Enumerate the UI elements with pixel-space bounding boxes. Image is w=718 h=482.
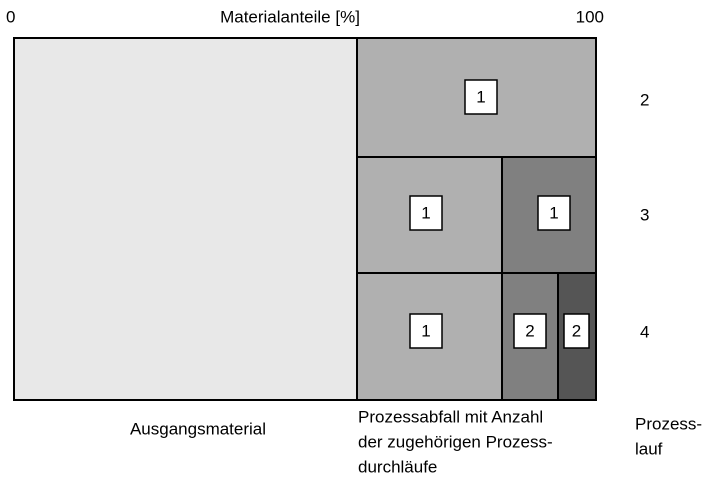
count-label: 1 bbox=[421, 203, 430, 222]
caption: Prozess- bbox=[635, 414, 702, 433]
count-box bbox=[537, 195, 571, 231]
caption: Ausgangsmaterial bbox=[130, 419, 266, 438]
caption: lauf bbox=[635, 439, 663, 458]
row-label: 2 bbox=[640, 90, 649, 109]
count-box bbox=[563, 313, 590, 349]
axis-start: 0 bbox=[6, 7, 15, 26]
caption: Prozessabfall mit Anzahl bbox=[358, 407, 543, 426]
row-label: 3 bbox=[640, 205, 649, 224]
count-label: 1 bbox=[421, 321, 430, 340]
row-label: 4 bbox=[640, 322, 649, 341]
axis-title: Materialanteile [%] bbox=[220, 7, 360, 26]
count-box bbox=[513, 313, 547, 349]
count-label: 1 bbox=[549, 203, 558, 222]
count-box bbox=[409, 195, 443, 231]
base-block bbox=[13, 37, 358, 401]
caption: der zugehörigen Prozess- bbox=[358, 432, 553, 451]
count-label: 2 bbox=[525, 321, 534, 340]
count-box bbox=[464, 79, 498, 115]
count-box bbox=[409, 313, 443, 349]
count-label: 2 bbox=[572, 321, 581, 340]
count-label: 1 bbox=[476, 87, 485, 106]
caption: durchläufe bbox=[358, 457, 437, 476]
axis-end: 100 bbox=[576, 7, 604, 26]
